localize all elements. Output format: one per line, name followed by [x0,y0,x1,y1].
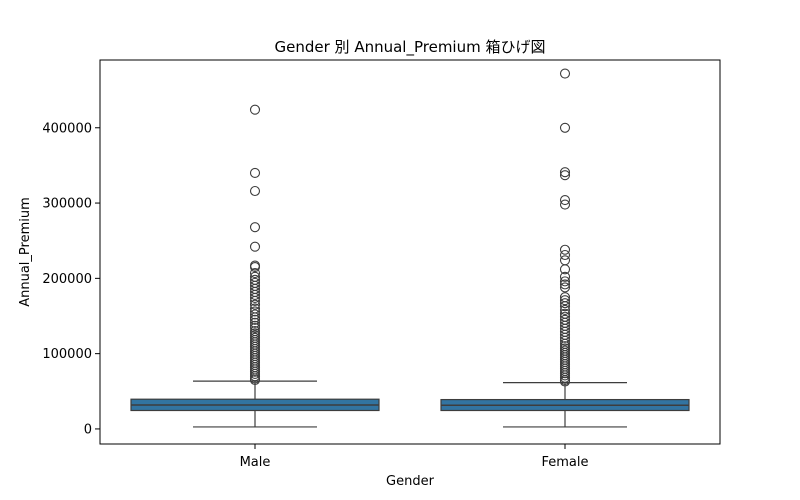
outlier-point [559,335,571,346]
outlier-point [559,376,571,387]
outlier-point [249,222,261,233]
outlier-point [249,374,261,386]
y-axis-label: Annual_Premium [18,197,33,307]
box-group-male [130,104,380,428]
y-tick-label: 400000 [42,121,92,136]
y-tick-label: 300000 [42,197,92,212]
outlier-point [249,268,261,279]
outlier-point [559,271,571,282]
outlier-point [559,194,571,206]
outlier-point [249,306,261,317]
chart-title: Gender 別 Annual_Premium 箱ひげ図 [275,38,546,57]
x-tick-label: Female [541,455,588,470]
y-axis: 0 100000 200000 300000 400000 [42,121,100,437]
outlier-point [559,279,571,290]
outlier-point [559,244,571,255]
outlier-point [559,199,571,210]
outlier-point [559,264,571,275]
outlier-point [559,122,571,133]
outlier-point [559,276,571,287]
outlier-point [559,170,571,181]
plot-frame [99,59,721,445]
outlier-point [559,301,571,312]
outlier-point [559,167,571,178]
outlier-point [249,167,261,178]
outlier-point [249,309,261,320]
x-axis-label: Gender [386,474,435,489]
outlier-point [249,289,261,300]
outlier-point [249,299,261,310]
y-tick-label: 200000 [42,272,92,287]
outlier-point [249,314,261,325]
plot-area [130,68,690,428]
outlier-point [249,317,261,328]
outlier-point [249,322,261,334]
outlier-point [249,292,261,303]
outlier-point [559,249,571,261]
outlier-point [559,282,571,293]
outlier-point [249,185,261,197]
outlier-point [559,332,571,343]
box-group-female [440,68,690,428]
outlier-point [559,68,571,79]
x-tick-label: Male [240,455,271,470]
outlier-point [249,262,261,273]
outlier-point [249,295,261,306]
outlier-point [559,255,571,266]
y-tick-label: 0 [84,422,92,437]
outlier-point [559,298,571,309]
outlier-point [559,295,571,306]
x-axis: Male Female [240,444,589,470]
outlier-point [249,104,261,115]
outlier-point [559,304,571,316]
outlier-point [249,241,261,252]
y-tick-label: 100000 [42,347,92,362]
